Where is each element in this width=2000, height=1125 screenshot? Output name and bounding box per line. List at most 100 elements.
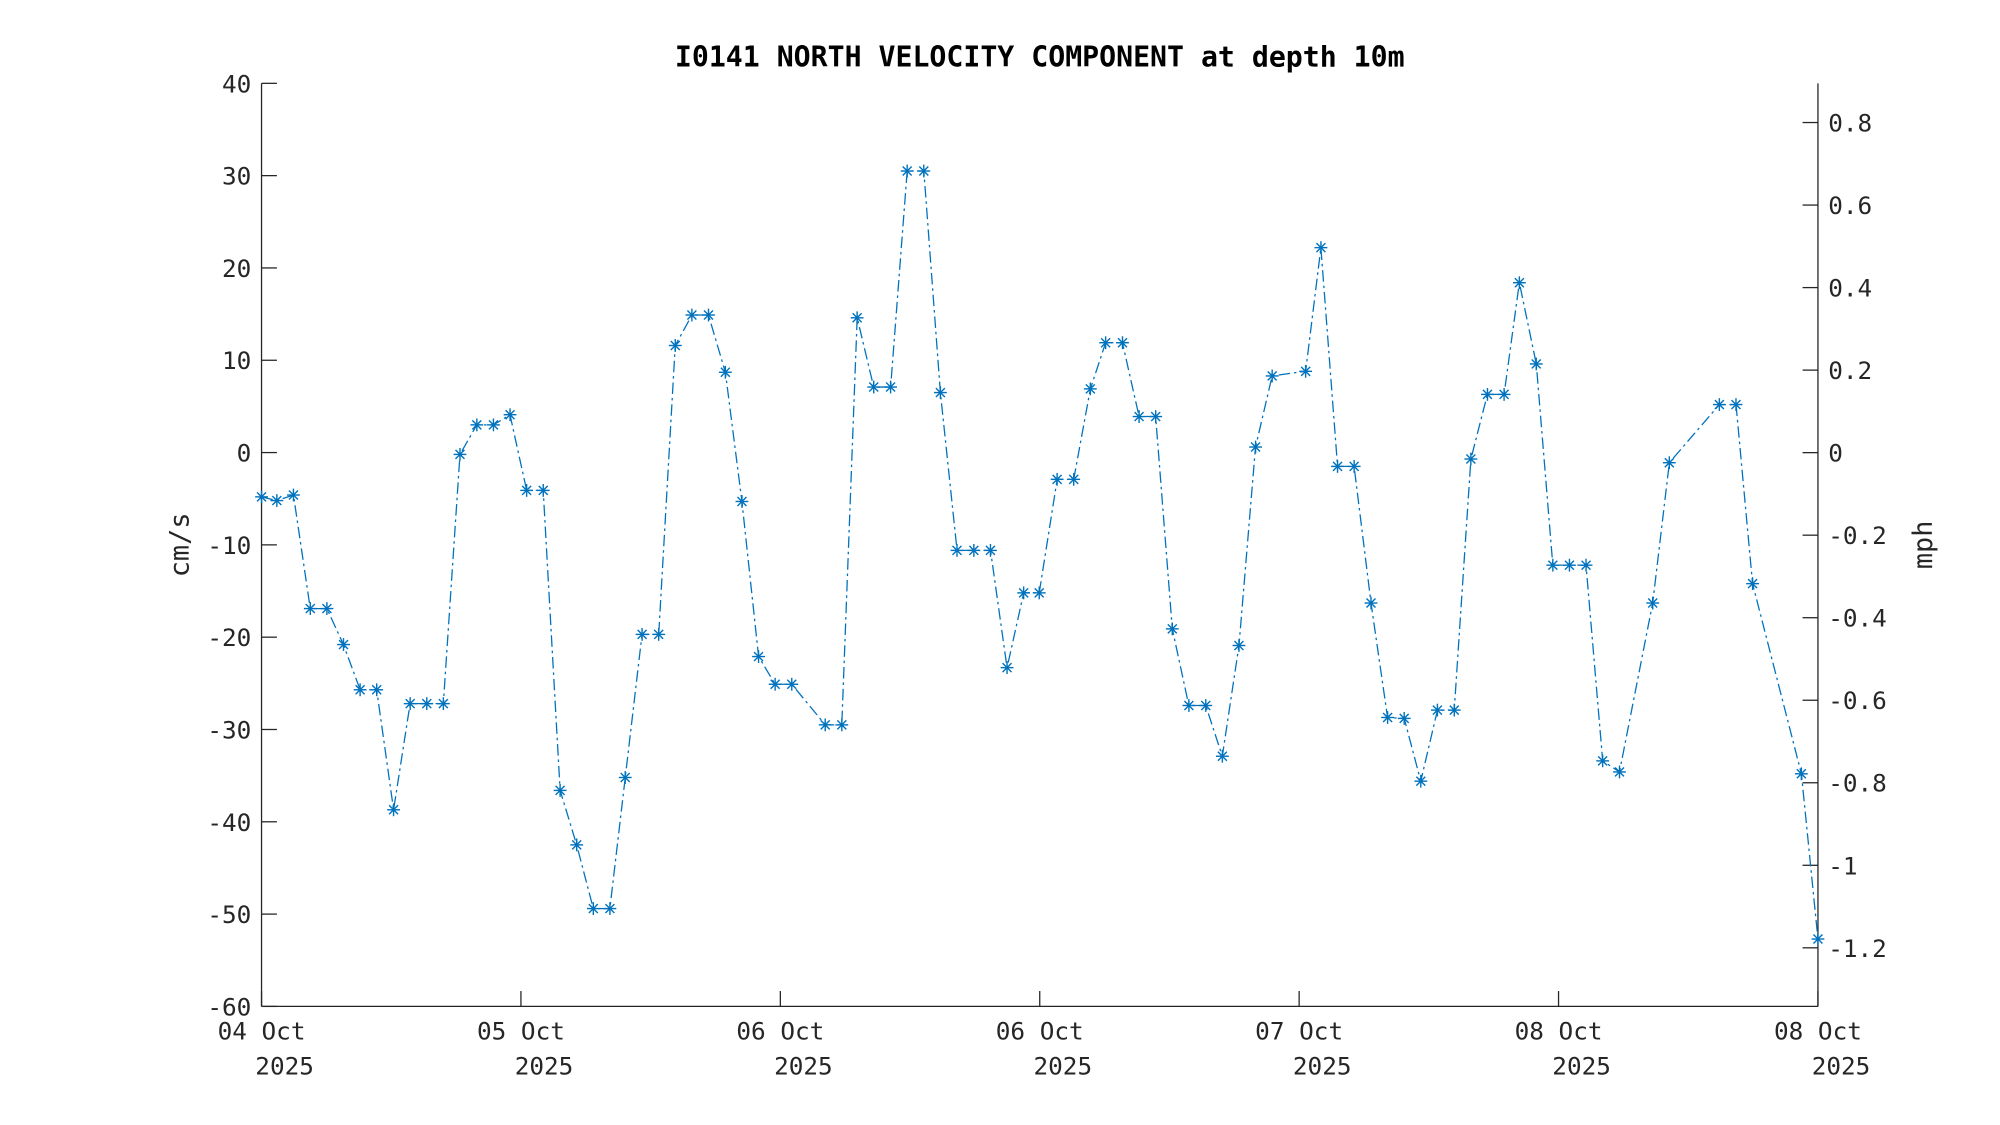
data-point-marker	[1397, 711, 1411, 725]
data-point-marker	[1265, 369, 1279, 383]
data-point-marker	[1000, 661, 1014, 675]
data-point-marker	[668, 339, 682, 352]
data-point-marker	[353, 683, 367, 697]
y-tick-label-left: -60	[207, 992, 251, 1021]
data-point-marker	[850, 311, 864, 325]
y-tick-label-right: 0.6	[1828, 191, 1872, 220]
data-point-marker	[818, 718, 832, 732]
data-point-marker	[967, 544, 981, 557]
data-point-marker	[287, 488, 300, 502]
y-tick-label-right: -0.8	[1828, 769, 1887, 798]
data-point-marker	[1083, 382, 1097, 396]
data-point-marker	[1563, 558, 1576, 572]
x-tick-label-date: 07 Oct	[1255, 1017, 1343, 1046]
data-point-marker	[867, 380, 881, 394]
axes: 403020100-10-20-30-40-50-600.80.60.40.20…	[207, 69, 1887, 1080]
y-tick-label-right: -0.6	[1828, 686, 1887, 715]
x-tick-label-date: 08 Oct	[1515, 1017, 1603, 1046]
y-axis-label-right: mph	[1908, 521, 1939, 570]
y-tick-label-left: 20	[222, 254, 251, 283]
data-point-marker	[270, 494, 284, 507]
data-point-marker	[933, 386, 947, 399]
data-point-marker	[1331, 459, 1344, 473]
y-tick-label-left: -30	[207, 715, 251, 744]
data-point-marker	[1116, 336, 1129, 350]
data-point-marker	[1794, 767, 1808, 781]
data-point-marker	[1447, 703, 1461, 717]
chart-title: I0141 NORTH VELOCITY COMPONENT at depth …	[675, 41, 1405, 74]
y-tick-label-right: 0.8	[1828, 109, 1872, 138]
data-point-marker	[1414, 774, 1428, 788]
data-point-marker	[487, 418, 500, 432]
data-point-marker	[1811, 932, 1825, 946]
data-point-marker	[1512, 276, 1526, 290]
y-tick-label-right: 0.4	[1828, 274, 1872, 303]
data-point-marker	[320, 602, 334, 615]
y-tick-label-left: 0	[237, 439, 252, 468]
data-point-marker	[702, 308, 715, 322]
data-point-marker	[603, 902, 617, 915]
data-point-marker	[1050, 472, 1064, 486]
y-tick-label-left: -50	[207, 900, 251, 929]
data-point-marker	[785, 677, 799, 691]
data-point-marker	[950, 544, 964, 557]
data-point-marker	[685, 308, 699, 322]
y-tick-label-right: -0.4	[1828, 604, 1887, 633]
data-point-marker	[1729, 398, 1743, 411]
data-point-marker	[1381, 711, 1395, 724]
data-point-marker	[1546, 558, 1560, 572]
data-point-marker	[1067, 472, 1081, 486]
data-point-marker	[1132, 410, 1146, 423]
data-point-marker	[520, 483, 534, 497]
x-tick-label-date: 06 Oct	[736, 1017, 824, 1046]
data-point-marker	[1249, 440, 1262, 454]
data-point-marker	[1165, 622, 1179, 636]
data-point-marker	[1646, 596, 1660, 610]
data-point-marker	[403, 697, 417, 711]
data-point-marker	[586, 902, 600, 915]
y-tick-label-right: -1	[1828, 851, 1857, 880]
x-tick-label-year: 2025	[515, 1051, 574, 1080]
x-tick-label-date: 04 Oct	[218, 1017, 306, 1046]
data-point-marker	[420, 697, 434, 711]
y-tick-label-right: 0	[1828, 439, 1843, 468]
x-tick-label-date: 05 Oct	[477, 1017, 565, 1046]
data-point-marker	[1149, 410, 1163, 423]
data-point-marker	[1430, 703, 1444, 717]
data-point-marker	[1497, 388, 1511, 401]
data-point-marker	[1712, 398, 1726, 411]
data-point-marker	[536, 483, 550, 497]
data-point-marker	[553, 784, 567, 797]
x-tick-label-year: 2025	[1293, 1051, 1352, 1080]
data-point-marker	[1314, 241, 1328, 255]
data-point-marker	[1347, 459, 1361, 473]
data-point-marker	[1579, 558, 1593, 572]
data-point-marker	[337, 638, 350, 651]
data-point-marker	[503, 408, 517, 422]
x-tick-label-date: 06 Oct	[996, 1017, 1084, 1046]
data-point-marker	[1299, 364, 1313, 378]
data-series	[255, 164, 1825, 946]
x-tick-label-year: 2025	[774, 1051, 833, 1080]
y-tick-label-right: -0.2	[1828, 521, 1887, 550]
data-point-marker	[470, 418, 484, 432]
data-point-marker	[768, 677, 782, 691]
y-tick-label-left: 10	[222, 346, 251, 375]
data-point-marker	[835, 718, 849, 732]
data-point-marker	[570, 838, 584, 852]
data-point-marker	[652, 627, 666, 641]
y-tick-label-left: -20	[207, 623, 251, 652]
data-point-marker	[1596, 754, 1610, 768]
data-point-marker	[1017, 586, 1031, 600]
x-tick-label-year: 2025	[1552, 1051, 1611, 1080]
data-point-marker	[900, 164, 914, 178]
data-point-marker	[1529, 357, 1543, 371]
data-point-marker	[718, 365, 732, 379]
data-point-marker	[1215, 749, 1229, 763]
data-point-marker	[884, 380, 897, 394]
data-point-marker	[453, 448, 467, 461]
data-point-marker	[735, 495, 749, 508]
series-line	[261, 170, 1819, 940]
data-point-marker	[635, 627, 649, 641]
